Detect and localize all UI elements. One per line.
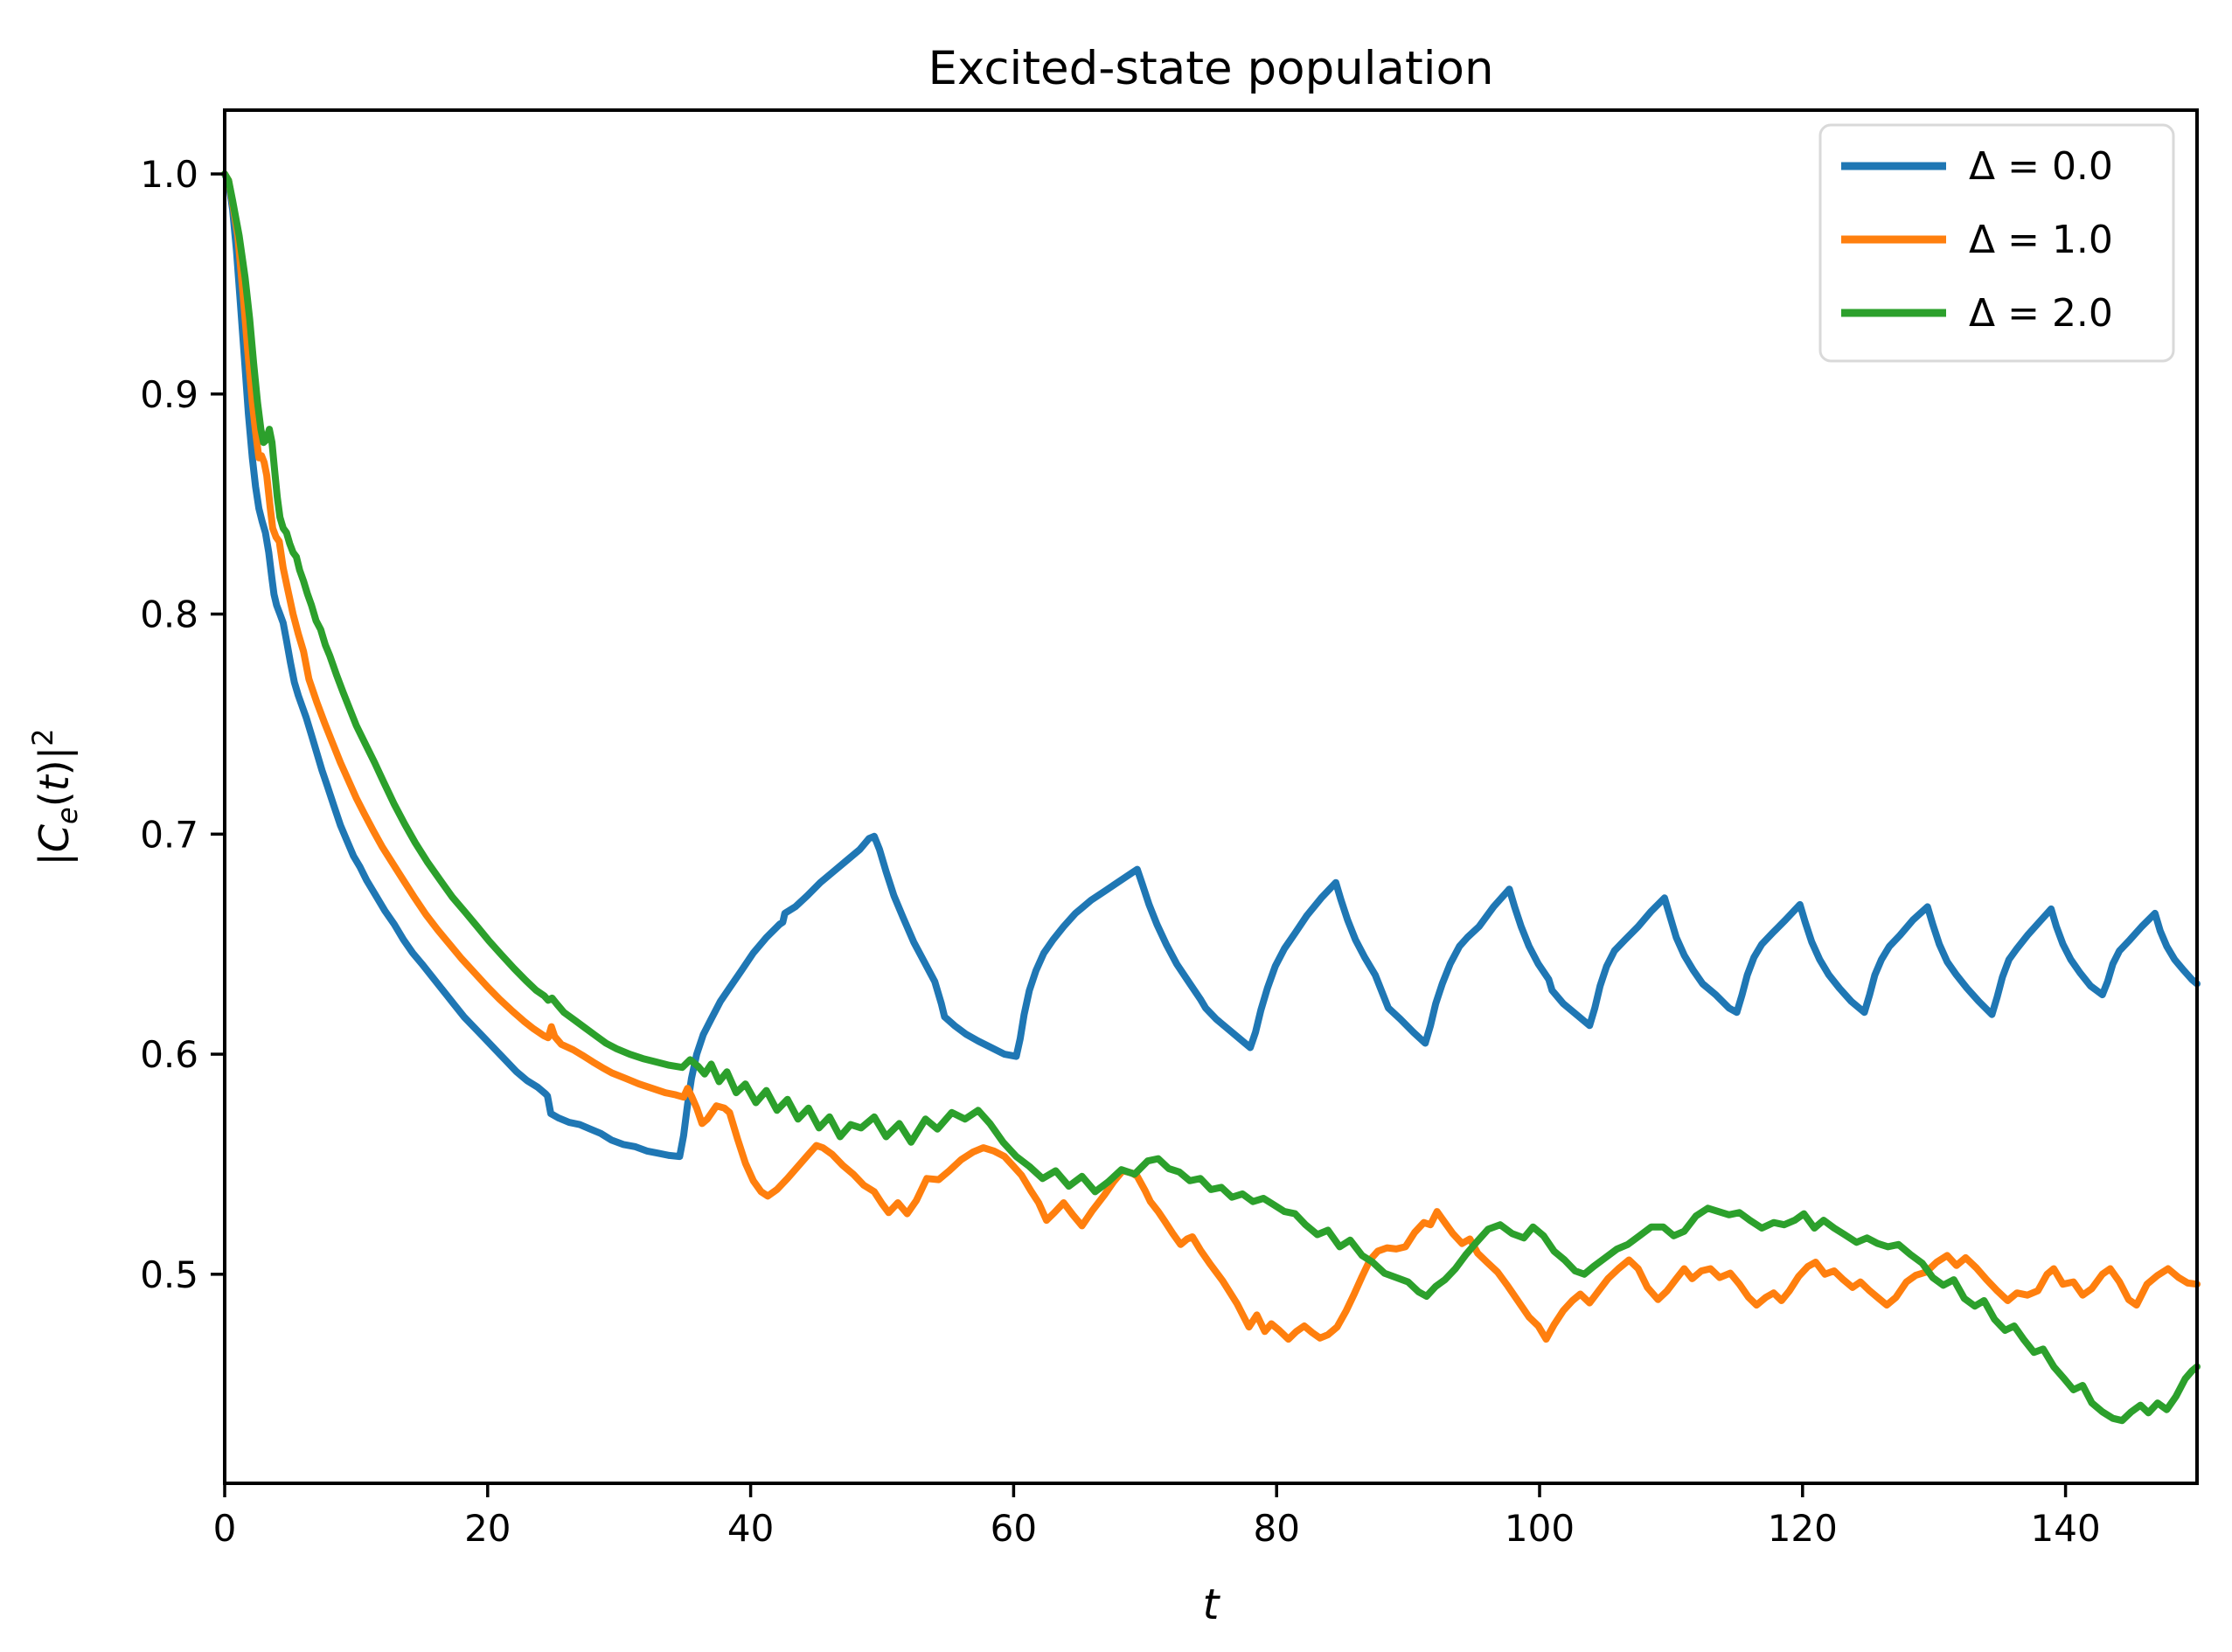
x-tick-label: 140 [2031,1507,2101,1550]
y-tick-label: 0.8 [140,593,198,636]
legend-label-delta-2: Δ = 2.0 [1969,291,2113,336]
x-tick-label: 0 [213,1507,237,1550]
x-tick-label: 80 [1253,1507,1299,1550]
curves-group [221,170,2201,1425]
y-tick-label: 0.7 [140,813,198,856]
x-tick-label: 40 [727,1507,774,1550]
y-tick-label: 1.0 [140,153,198,196]
x-axis-ticks: 0 20 40 60 80 100 120 140 [213,1483,2101,1550]
series-line-0 [221,170,2201,1161]
series-line-2 [221,170,2201,1425]
y-tick-label: 0.9 [140,373,198,416]
y-axis-ticks: 1.0 0.9 0.8 0.7 0.6 0.5 [140,153,225,1296]
chart-title: Excited-state population [928,42,1493,95]
x-tick-label: 120 [1768,1507,1838,1550]
y-tick-label: 0.6 [140,1033,198,1076]
y-axis-label: |Ce(t)|2 [26,728,84,865]
legend: Δ = 0.0 Δ = 1.0 Δ = 2.0 [1818,123,2175,363]
x-tick-label: 100 [1505,1507,1575,1550]
x-axis-label: t [1203,1580,1221,1629]
legend-label-delta-0: Δ = 0.0 [1969,144,2113,189]
x-tick-label: 60 [991,1507,1037,1550]
x-tick-label: 20 [464,1507,511,1550]
legend-box [1818,123,2175,363]
series-line-1 [221,170,2201,1343]
axes-spines [223,108,2199,1485]
legend-label-delta-1: Δ = 1.0 [1969,218,2113,262]
y-tick-label: 0.5 [140,1253,198,1296]
